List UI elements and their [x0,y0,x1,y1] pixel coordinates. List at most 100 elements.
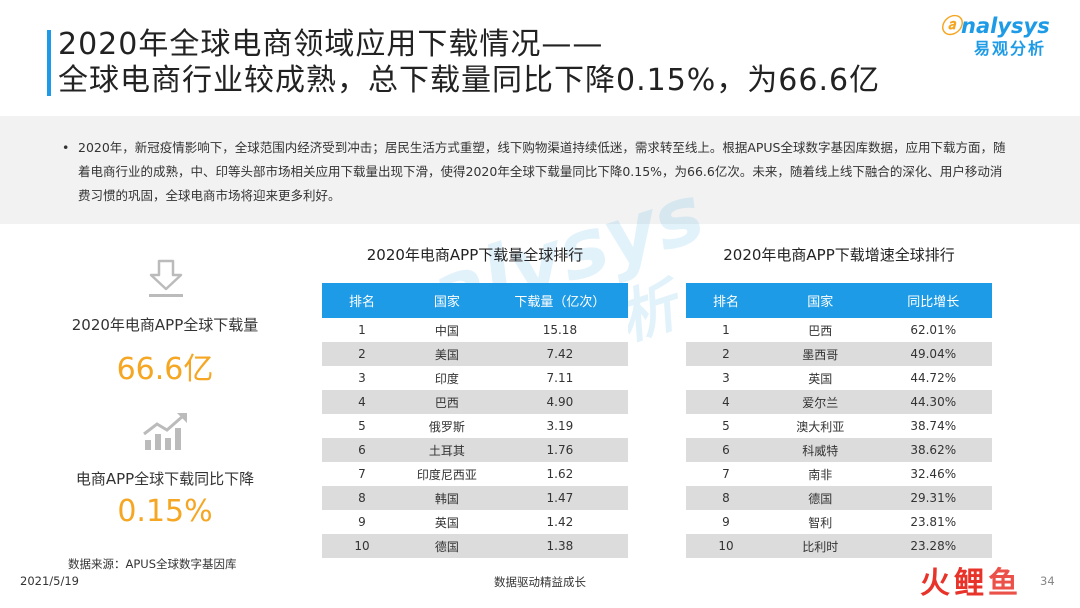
table-row: 8 韩国 1.47 [322,486,628,510]
table-cell: 8 [686,486,766,510]
table-cell: 1.47 [491,486,628,510]
table-cell: 10 [686,534,766,558]
table-row: 5 澳大利亚 38.74% [686,414,992,438]
table-cell: 4 [686,390,766,414]
table-row: 4 巴西 4.90 [322,390,628,414]
table-row: 2 美国 7.42 [322,342,628,366]
table-cell: 俄罗斯 [402,414,492,438]
logo-swoosh-icon: ⓐ [940,14,961,38]
yoy-decline-label: 电商APP全球下载同比下降 [75,470,255,488]
table-cell: 23.81% [874,510,992,534]
table-row: 3 英国 44.72% [686,366,992,390]
table-cell: 7 [686,462,766,486]
table-row: 10 比利时 23.28% [686,534,992,558]
table-header-cell: 排名 [322,283,402,318]
growth-chart-icon [143,413,187,450]
table-row: 1 巴西 62.01% [686,318,992,342]
table-cell: 9 [686,510,766,534]
table-cell: 1 [686,318,766,342]
growth-ranking-table: 排名 国家 同比增长 1 巴西 62.01% 2 墨西哥 49.04% 3 英国 44.72% 4… [686,283,992,558]
table-header-cell: 同比增长 [874,283,992,318]
table-cell: 比利时 [766,534,875,558]
table-header-cell: 下载量（亿次） [491,283,628,318]
table-cell: 南非 [766,462,875,486]
table-cell: 巴西 [766,318,875,342]
table-header-row: 排名 国家 同比增长 [686,283,992,318]
table-cell: 科威特 [766,438,875,462]
logo-wordmark: nalysys [961,14,1050,38]
table-row: 7 印度尼西亚 1.62 [322,462,628,486]
total-downloads-value: 66.6亿 [116,352,214,387]
table-cell: 2 [322,342,402,366]
total-downloads-label: 2020年电商APP全球下载量 [71,316,259,334]
table-cell: 7 [322,462,402,486]
table-cell: 38.62% [874,438,992,462]
table-row: 10 德国 1.38 [322,534,628,558]
table-row: 9 智利 23.81% [686,510,992,534]
growth-table-title: 2020年电商APP下载增速全球排行 [723,246,955,264]
table-cell: 德国 [402,534,492,558]
data-source: 数据来源：APUS全球数字基因库 [68,557,237,571]
table-cell: 5 [322,414,402,438]
table-cell: 4 [322,390,402,414]
table-row: 1 中国 15.18 [322,318,628,342]
table-row: 7 南非 32.46% [686,462,992,486]
table-row: 4 爱尔兰 44.30% [686,390,992,414]
description-text: • 2020年，新冠疫情影响下，全球范围内经济受到冲击；居民生活方式重塑，线下购物… [62,136,1008,208]
table-cell: 8 [322,486,402,510]
table-header-cell: 排名 [686,283,766,318]
table-cell: 德国 [766,486,875,510]
table-header-row: 排名 国家 下载量（亿次） [322,283,628,318]
table-cell: 62.01% [874,318,992,342]
table-cell: 38.74% [874,414,992,438]
table-row: 8 德国 29.31% [686,486,992,510]
table-cell: 澳大利亚 [766,414,875,438]
table-cell: 1.42 [491,510,628,534]
page-number: 34 [1040,574,1055,588]
yoy-decline-value: 0.15% [117,494,213,529]
analysys-logo: ⓐnalysys 易观分析 [940,14,1060,70]
table-cell: 44.30% [874,390,992,414]
table-cell: 巴西 [402,390,492,414]
downloads-table-title: 2020年电商APP下载量全球排行 [366,246,584,264]
table-cell: 15.18 [491,318,628,342]
table-row: 6 科威特 38.62% [686,438,992,462]
table-row: 9 英国 1.42 [322,510,628,534]
footer-date: 2021/5/19 [20,574,79,588]
table-cell: 印度 [402,366,492,390]
table-cell: 44.72% [874,366,992,390]
footer-slogan: 数据驱动精益成长 [494,575,586,589]
table-row: 3 印度 7.11 [322,366,628,390]
table-cell: 土耳其 [402,438,492,462]
table-header-cell: 国家 [402,283,492,318]
table-cell: 3.19 [491,414,628,438]
table-cell: 中国 [402,318,492,342]
table-cell: 英国 [766,366,875,390]
table-header-cell: 国家 [766,283,875,318]
table-cell: 3 [686,366,766,390]
title-line-2: 全球电商行业较成熟，总下载量同比下降0.15%，为66.6亿 [58,63,881,98]
title-line-1: 2020年全球电商领域应用下载情况—— [58,27,604,62]
table-cell: 7.11 [491,366,628,390]
table-cell: 智利 [766,510,875,534]
table-cell: 英国 [402,510,492,534]
table-cell: 韩国 [402,486,492,510]
table-cell: 49.04% [874,342,992,366]
table-cell: 1.62 [491,462,628,486]
table-cell: 7.42 [491,342,628,366]
table-cell: 3 [322,366,402,390]
bullet-icon: • [62,140,70,155]
table-row: 5 俄罗斯 3.19 [322,414,628,438]
table-cell: 墨西哥 [766,342,875,366]
page-title: 2020年全球电商领域应用下载情况—— 全球电商行业较成熟，总下载量同比下降0.… [58,27,938,99]
table-row: 6 土耳其 1.76 [322,438,628,462]
table-cell: 32.46% [874,462,992,486]
table-cell: 9 [322,510,402,534]
title-accent-bar [47,30,51,96]
table-cell: 5 [686,414,766,438]
table-cell: 23.28% [874,534,992,558]
table-cell: 1.38 [491,534,628,558]
table-row: 2 墨西哥 49.04% [686,342,992,366]
corner-watermark-logo: 火鲤鱼 [920,566,1022,601]
table-cell: 美国 [402,342,492,366]
